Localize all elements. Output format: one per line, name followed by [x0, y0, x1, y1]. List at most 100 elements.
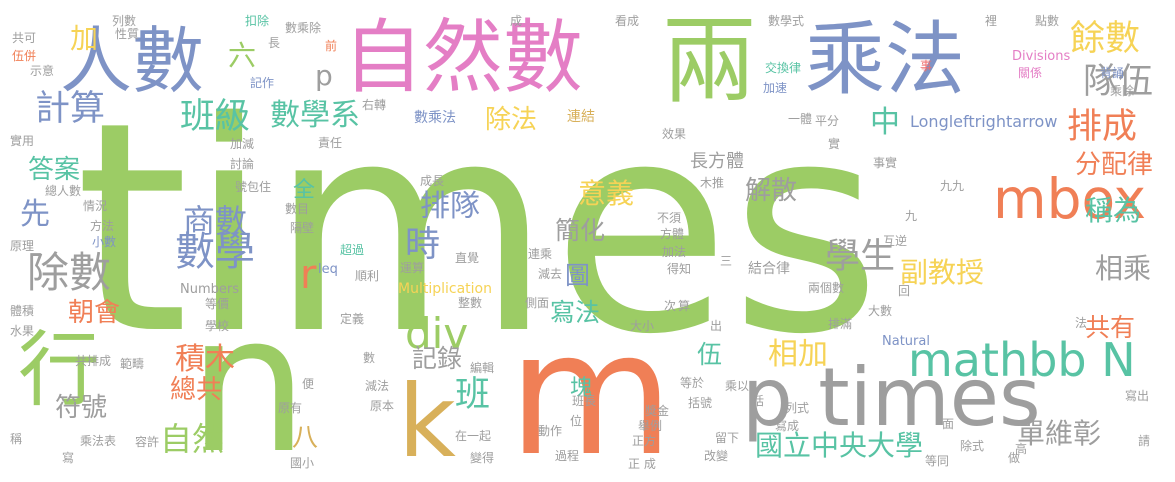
- word-cloud-word: 減法: [365, 379, 390, 393]
- word-cloud-word: 符號: [55, 393, 108, 423]
- word-cloud-word: 數乘除: [285, 21, 322, 35]
- word-cloud-word: leq: [318, 262, 338, 277]
- word-cloud-word: 直覺: [455, 251, 480, 265]
- word-cloud-word: 一體: [788, 112, 813, 126]
- word-cloud-word: 相乘: [1095, 252, 1152, 285]
- word-cloud-word: 隊伍: [1083, 62, 1154, 102]
- word-cloud-word: 動作: [538, 424, 563, 438]
- word-cloud-word: 順利: [355, 269, 380, 283]
- word-cloud-word: 整數: [458, 296, 483, 310]
- word-cloud-word: 九九: [940, 179, 965, 193]
- word-cloud-word: 加減: [230, 137, 255, 151]
- word-cloud-word: 寫: [62, 451, 75, 465]
- word-cloud-word: 排滿: [828, 317, 853, 331]
- word-cloud-word: 獎金: [645, 404, 670, 418]
- word-cloud-word: 除數: [27, 248, 112, 297]
- word-cloud-word: 寫法: [550, 298, 601, 327]
- word-cloud-word: 副教授: [900, 256, 985, 289]
- word-cloud-word: 單維彰: [1017, 417, 1102, 450]
- word-cloud-word: 朝會: [68, 298, 121, 328]
- word-cloud-word: 號包住: [235, 180, 272, 194]
- word-cloud-word: k: [398, 363, 456, 480]
- word-cloud-word: m: [508, 296, 674, 482]
- word-cloud-word: 列數: [112, 14, 137, 28]
- word-cloud-word: 小數: [92, 235, 117, 249]
- word-cloud-word: 伍: [697, 340, 723, 369]
- word-cloud-word: 過程: [555, 449, 580, 463]
- word-cloud-word: 解散: [745, 176, 798, 206]
- word-cloud-word: 相加: [768, 337, 828, 372]
- word-cloud-word: mathbb N: [908, 333, 1136, 387]
- word-cloud-word: 分配律: [1075, 150, 1154, 180]
- word-cloud-word: 效果: [662, 127, 687, 141]
- word-cloud-word: 長方體: [690, 151, 744, 172]
- word-cloud-word: 回: [898, 284, 911, 298]
- word-cloud-word: 數學式: [768, 14, 805, 28]
- word-cloud-word: 排隊: [420, 189, 480, 224]
- word-cloud-word: 排成: [1067, 107, 1138, 147]
- word-cloud-word: 括號: [688, 396, 713, 410]
- word-cloud-word: 先: [20, 197, 50, 232]
- word-cloud-word: 意義: [578, 177, 635, 210]
- word-cloud-word: 中: [870, 105, 900, 140]
- word-cloud-word: 責任: [318, 136, 343, 150]
- word-cloud-word: 時: [405, 225, 441, 265]
- word-cloud-word: 示意: [30, 64, 55, 78]
- word-cloud-word: 自然數: [343, 11, 583, 104]
- word-cloud-word: 共可: [12, 31, 37, 45]
- word-cloud-word: 木推: [700, 176, 725, 190]
- word-cloud-word: 連乘: [528, 247, 553, 261]
- word-cloud-word: mbox: [993, 167, 1146, 231]
- word-cloud-word: 便: [302, 377, 315, 391]
- word-cloud-word: 方體: [660, 227, 685, 241]
- word-cloud-word: 事實: [873, 156, 898, 170]
- word-cloud-word: 交換律: [765, 61, 802, 75]
- word-cloud-word: 實用: [10, 134, 35, 148]
- word-cloud-word: 原理: [10, 239, 35, 253]
- word-cloud-word: 總共: [170, 375, 223, 405]
- word-cloud-word: 數學系: [270, 98, 360, 133]
- word-cloud-word: 定義: [340, 312, 365, 326]
- word-cloud-word: 編輯: [470, 361, 495, 375]
- word-cloud-word: 平分: [815, 114, 840, 128]
- word-cloud-word: 乘法: [805, 13, 965, 106]
- word-cloud-word: 原有: [278, 401, 303, 415]
- word-cloud-word: 寫成: [775, 419, 800, 433]
- word-cloud-word: p times: [742, 351, 1041, 444]
- word-cloud-word: 稱: [10, 432, 23, 446]
- word-cloud-word: 塊: [570, 376, 593, 401]
- word-cloud-word: 除式: [960, 439, 985, 453]
- word-cloud-word: 超過: [340, 243, 365, 257]
- word-cloud-word: 扣除: [245, 14, 270, 28]
- word-cloud-word: 共有: [1085, 313, 1136, 342]
- word-cloud-word: 運算: [400, 261, 425, 275]
- word-cloud-word: 不須: [657, 211, 682, 225]
- word-cloud-word: 做: [1008, 451, 1021, 465]
- word-cloud-word: 連結: [567, 109, 595, 125]
- word-cloud-word: 數目: [285, 202, 310, 216]
- word-cloud-word: 學校: [205, 319, 230, 333]
- word-cloud-word: 算: [678, 299, 691, 313]
- word-cloud-word: 隔壁: [290, 221, 315, 235]
- word-cloud-word: 班級: [180, 97, 251, 137]
- word-cloud-word: 成長: [420, 174, 445, 188]
- word-cloud-word: 乘除: [1110, 84, 1135, 98]
- word-cloud-word: 點數: [1035, 14, 1060, 28]
- word-cloud-word: times: [75, 61, 882, 398]
- word-cloud-word: 方法: [90, 219, 115, 233]
- word-cloud-word: 次: [664, 299, 677, 313]
- word-cloud-word: 稱為: [1085, 194, 1142, 227]
- word-cloud-word: 餘數: [1070, 19, 1141, 59]
- word-cloud-word: 行: [18, 323, 101, 418]
- word-cloud-word: 全: [293, 178, 316, 203]
- word-cloud-word: 人數: [60, 19, 205, 103]
- word-cloud-word: 法: [1075, 316, 1088, 330]
- word-cloud-word: 自然: [160, 420, 225, 458]
- word-cloud-word: 前: [325, 39, 338, 53]
- word-cloud-word: 改變: [704, 449, 729, 463]
- word-cloud-word: 側面: [525, 296, 550, 310]
- word-cloud-word: 加速: [763, 81, 788, 95]
- word-cloud-word: 班長: [572, 394, 597, 408]
- word-cloud-word: 得知: [667, 262, 692, 276]
